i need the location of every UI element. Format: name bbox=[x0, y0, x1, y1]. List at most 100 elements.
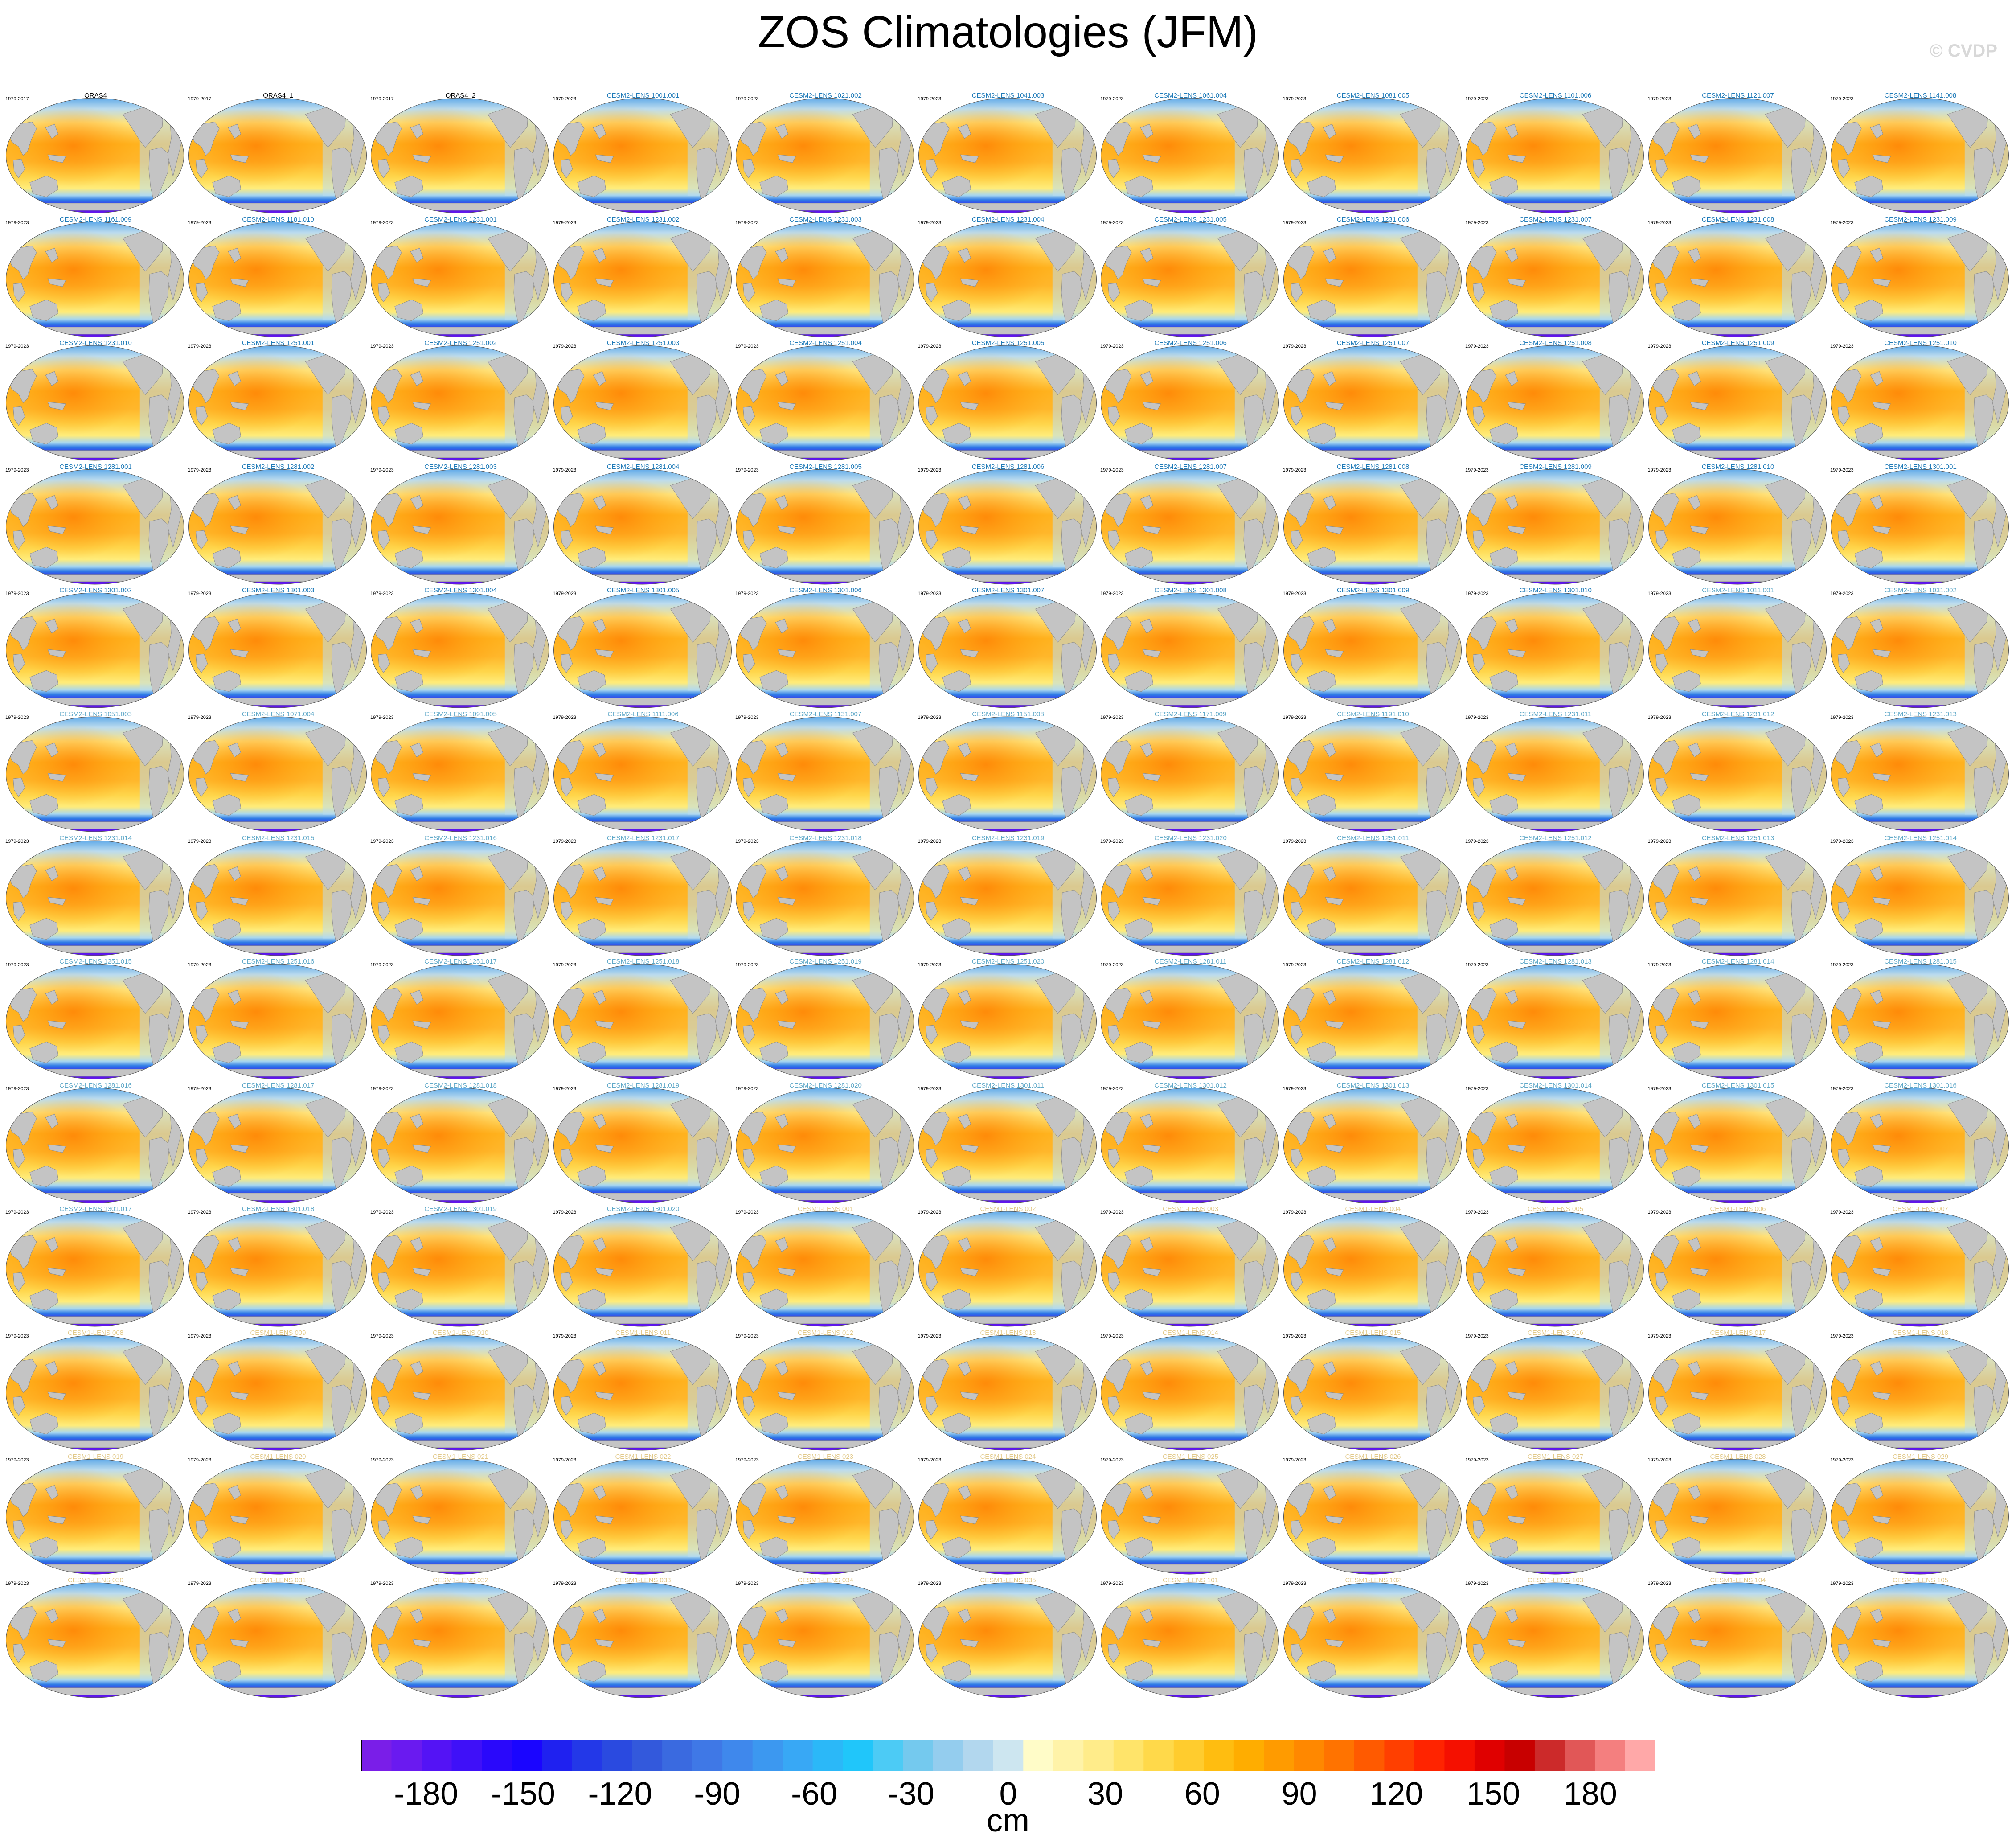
panel-years: 1979-2023 bbox=[188, 1581, 212, 1587]
panel-years: 1979-2023 bbox=[553, 962, 577, 968]
panel-years: 1979-2023 bbox=[370, 1334, 394, 1339]
map-panel: CESM1-LENS 024 1979-2023 bbox=[917, 1453, 1099, 1577]
panel-title: CESM1-LENS 012 bbox=[797, 1329, 854, 1337]
panel-title: CESM1-LENS 028 bbox=[1710, 1453, 1766, 1461]
map-panel: CESM2-LENS 1281.014 1979-2023 bbox=[1647, 958, 1829, 1082]
map-field bbox=[1830, 345, 2009, 461]
panel-title: CESM2-LENS 1231.014 bbox=[59, 834, 132, 842]
map-panel: CESM2-LENS 1231.018 1979-2023 bbox=[734, 834, 917, 958]
map-panel: ORAS4_1 1979-2017 bbox=[187, 92, 369, 216]
map-field bbox=[735, 964, 914, 1079]
panel-years: 1979-2023 bbox=[1830, 96, 1854, 102]
panel-years: 1979-2023 bbox=[5, 591, 29, 597]
panel-title: CESM2-LENS 1251.004 bbox=[789, 339, 862, 347]
panel-years: 1979-2023 bbox=[5, 220, 29, 226]
panel-years: 1979-2023 bbox=[1830, 220, 1854, 226]
map-field bbox=[5, 345, 184, 461]
map-field bbox=[735, 840, 914, 956]
map-field bbox=[188, 1088, 367, 1203]
map-field bbox=[1283, 1335, 1462, 1451]
panel-years: 1979-2023 bbox=[370, 838, 394, 844]
map-panel: ORAS4_2 1979-2017 bbox=[369, 92, 552, 216]
colorbar-swatch bbox=[1384, 1740, 1415, 1771]
map-panel: CESM1-LENS 028 1979-2023 bbox=[1647, 1453, 1829, 1577]
panel-years: 1979-2023 bbox=[1830, 467, 1854, 473]
panel-title: CESM2-LENS 1281.005 bbox=[789, 463, 862, 471]
map-field bbox=[735, 1459, 914, 1575]
panel-title: CESM2-LENS 1231.002 bbox=[606, 215, 680, 223]
map-field bbox=[1465, 98, 1644, 213]
map-field bbox=[370, 964, 549, 1079]
panel-title: CESM2-LENS 1251.008 bbox=[1519, 339, 1592, 347]
panel-title: CESM2-LENS 1131.007 bbox=[789, 710, 862, 718]
panel-years: 1979-2023 bbox=[553, 838, 577, 844]
map-field bbox=[553, 1459, 732, 1575]
map-panel: CESM1-LENS 021 1979-2023 bbox=[369, 1453, 552, 1577]
map-panel: CESM1-LENS 013 1979-2023 bbox=[917, 1329, 1099, 1453]
map-panel: CESM2-LENS 1231.017 1979-2023 bbox=[552, 834, 734, 958]
map-field bbox=[5, 964, 184, 1079]
map-panel: ORAS4 1979-2017 bbox=[4, 92, 187, 216]
map-field bbox=[1648, 592, 1827, 708]
colorbar-swatch bbox=[482, 1740, 512, 1771]
map-panel: CESM1-LENS 026 1979-2023 bbox=[1282, 1453, 1464, 1577]
panel-years: 1979-2023 bbox=[918, 715, 942, 720]
map-panel: CESM2-LENS 1071.004 1979-2023 bbox=[187, 710, 369, 834]
panel-years: 1979-2023 bbox=[188, 220, 212, 226]
panel-title: CESM2-LENS 1251.013 bbox=[1701, 834, 1774, 842]
panel-title: CESM2-LENS 1231.008 bbox=[1701, 215, 1774, 223]
colorbar-tick-label: -120 bbox=[588, 1776, 652, 1812]
panel-title: CESM2-LENS 1281.006 bbox=[971, 463, 1045, 471]
map-field bbox=[553, 1582, 732, 1698]
map-panel: CESM2-LENS 1231.006 1979-2023 bbox=[1282, 216, 1464, 340]
colorbar-swatch bbox=[361, 1740, 392, 1771]
panel-title: CESM2-LENS 1251.009 bbox=[1701, 339, 1774, 347]
map-field bbox=[5, 1088, 184, 1203]
panel-title: CESM2-LENS 1231.004 bbox=[971, 215, 1045, 223]
panel-title: CESM2-LENS 1231.009 bbox=[1884, 215, 1957, 223]
map-field bbox=[1100, 345, 1279, 461]
panel-title: CESM2-LENS 1181.010 bbox=[242, 215, 314, 223]
panel-title: CESM2-LENS 1301.011 bbox=[972, 1081, 1044, 1089]
map-panel: CESM1-LENS 032 1979-2023 bbox=[369, 1576, 552, 1700]
panel-title: CESM1-LENS 032 bbox=[432, 1576, 489, 1584]
map-panel: CESM2-LENS 1301.009 1979-2023 bbox=[1282, 587, 1464, 710]
colorbar-swatch bbox=[692, 1740, 723, 1771]
map-panel: CESM2-LENS 1251.002 1979-2023 bbox=[369, 339, 552, 463]
map-field bbox=[553, 592, 732, 708]
map-panel: CESM2-LENS 1301.004 1979-2023 bbox=[369, 587, 552, 710]
map-field bbox=[918, 592, 1097, 708]
map-field bbox=[1100, 1335, 1279, 1451]
map-panel: CESM1-LENS 004 1979-2023 bbox=[1282, 1205, 1464, 1329]
map-panel: CESM2-LENS 1281.006 1979-2023 bbox=[917, 463, 1099, 587]
map-field bbox=[1100, 1211, 1279, 1327]
map-field bbox=[1830, 469, 2009, 585]
panel-title: CESM2-LENS 1041.003 bbox=[971, 92, 1045, 99]
map-panel: CESM2-LENS 1301.010 1979-2023 bbox=[1464, 587, 1647, 710]
map-field bbox=[1648, 1335, 1827, 1451]
map-panel: CESM1-LENS 104 1979-2023 bbox=[1647, 1576, 1829, 1700]
panel-title: CESM2-LENS 1281.010 bbox=[1701, 463, 1774, 471]
panel-title: CESM2-LENS 1281.007 bbox=[1154, 463, 1227, 471]
panel-years: 1979-2023 bbox=[1465, 1334, 1489, 1339]
panel-title: CESM1-LENS 025 bbox=[1162, 1453, 1219, 1461]
panel-title: CESM1-LENS 018 bbox=[1892, 1329, 1949, 1337]
map-panel: CESM2-LENS 1181.010 1979-2023 bbox=[187, 216, 369, 340]
colorbar-swatch bbox=[512, 1740, 542, 1771]
map-panel: CESM2-LENS 1281.004 1979-2023 bbox=[552, 463, 734, 587]
colorbar-swatch bbox=[783, 1740, 813, 1771]
panel-title: CESM2-LENS 1301.017 bbox=[59, 1205, 132, 1213]
map-field bbox=[1100, 716, 1279, 832]
colorbar-swatch bbox=[993, 1740, 1024, 1771]
map-field bbox=[370, 716, 549, 832]
colorbar-swatch bbox=[933, 1740, 963, 1771]
panel-title: CESM2-LENS 1231.010 bbox=[59, 339, 132, 347]
map-panel: CESM2-LENS 1251.017 1979-2023 bbox=[369, 958, 552, 1082]
map-field bbox=[1100, 1582, 1279, 1698]
panel-years: 1979-2023 bbox=[1465, 344, 1489, 349]
panel-title: CESM2-LENS 1301.005 bbox=[606, 587, 680, 595]
panel-years: 1979-2023 bbox=[1100, 962, 1124, 968]
map-panel: CESM2-LENS 1251.001 1979-2023 bbox=[187, 339, 369, 463]
panel-years: 1979-2023 bbox=[5, 1457, 29, 1463]
panel-title: CESM2-LENS 1051.003 bbox=[59, 710, 132, 718]
